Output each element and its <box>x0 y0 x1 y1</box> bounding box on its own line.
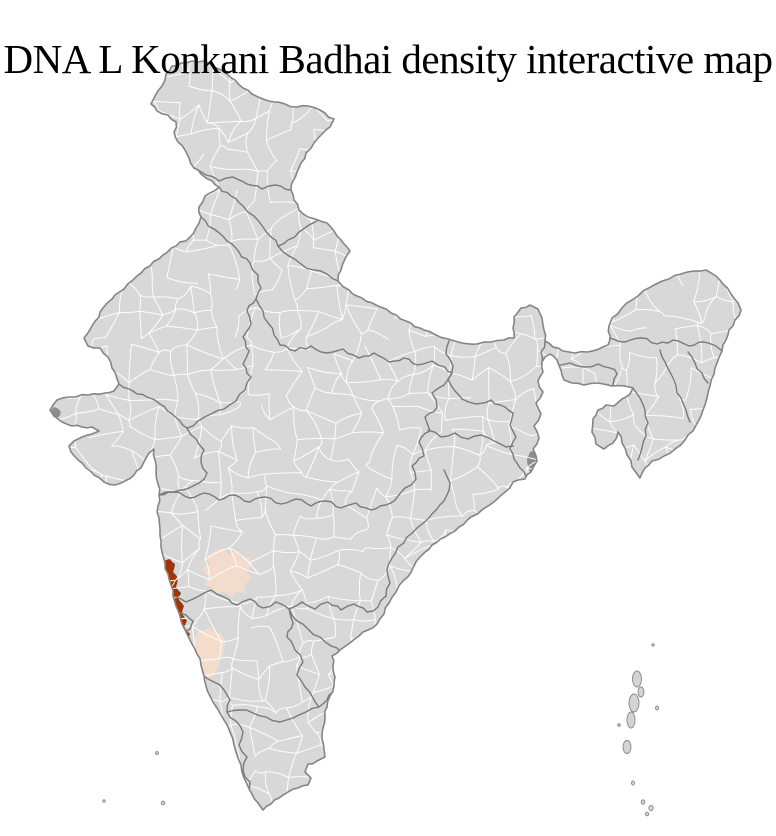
island <box>626 711 636 729</box>
island <box>632 670 642 688</box>
andaman-nicobar-islands <box>617 643 659 817</box>
island <box>622 740 632 754</box>
island <box>155 751 159 755</box>
island <box>637 686 645 698</box>
island <box>655 705 659 711</box>
india-outline <box>49 60 742 811</box>
island <box>648 804 654 812</box>
island <box>628 693 640 713</box>
india-landmass <box>50 61 741 810</box>
island <box>631 780 635 786</box>
lakshadweep-islands <box>102 751 166 806</box>
island <box>102 799 106 803</box>
page-title: DNA L Konkani Badhai density interactive… <box>3 36 773 83</box>
island <box>160 800 166 806</box>
island <box>617 723 621 727</box>
highlighted-district-inland-north[interactable] <box>202 548 252 597</box>
district-divider-line <box>170 617 188 621</box>
island <box>651 643 655 647</box>
island <box>640 799 646 805</box>
island <box>644 811 650 817</box>
